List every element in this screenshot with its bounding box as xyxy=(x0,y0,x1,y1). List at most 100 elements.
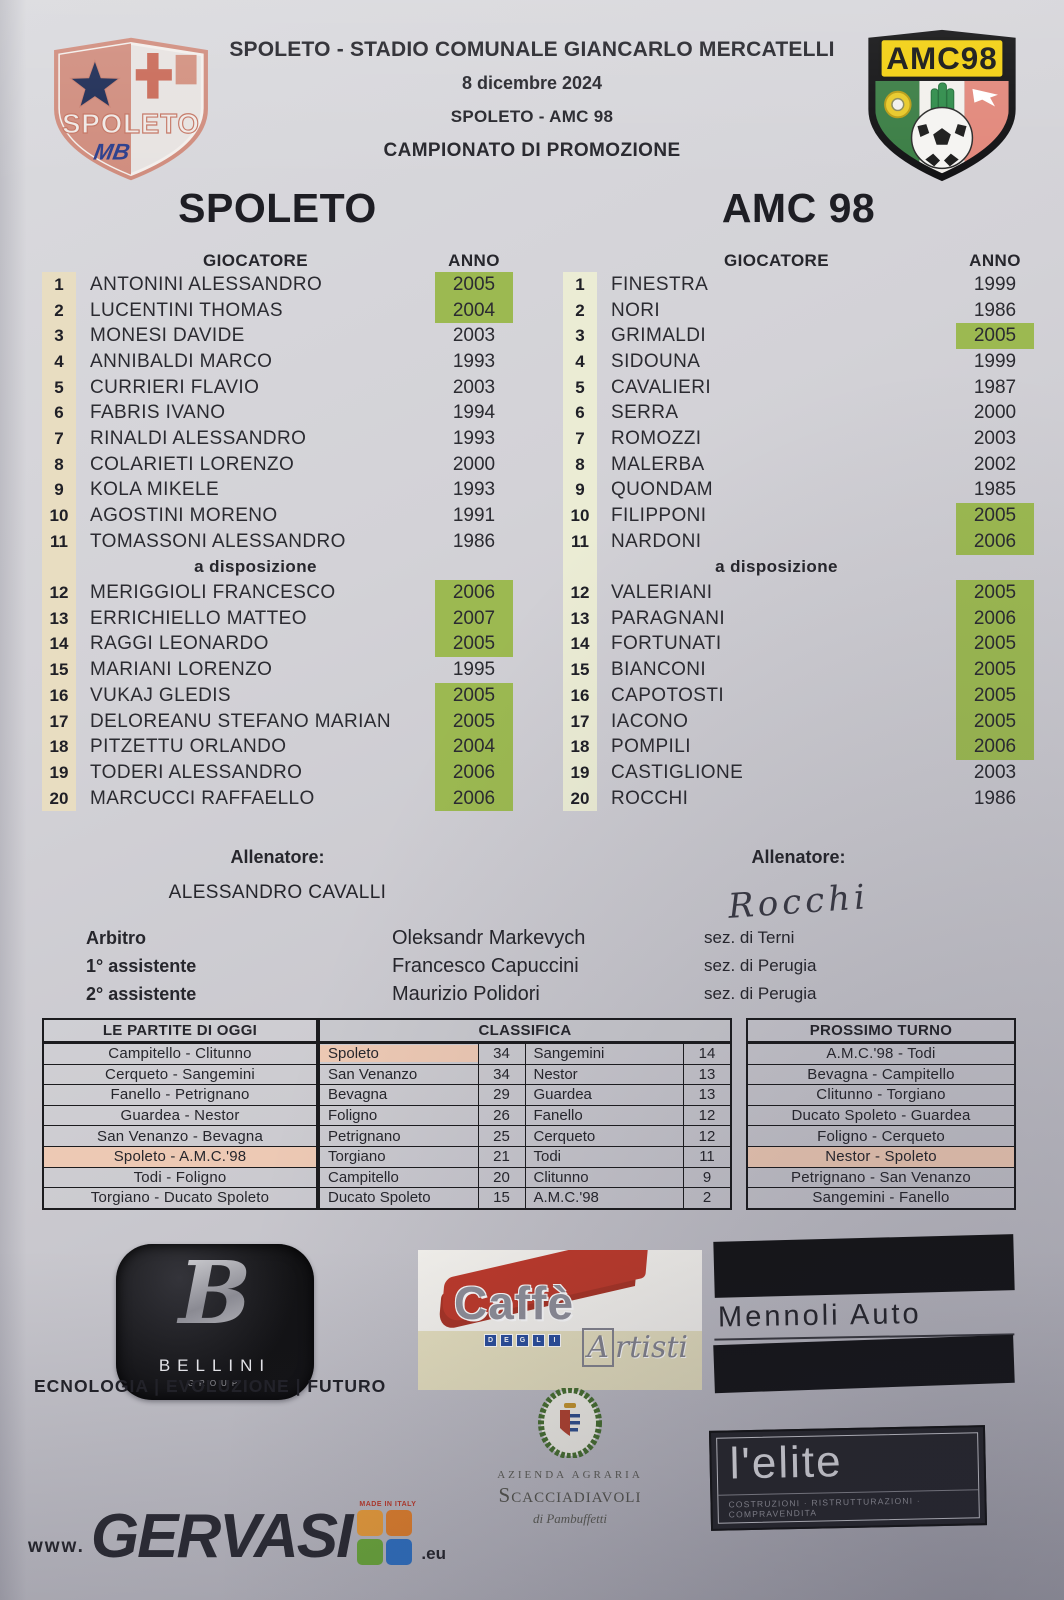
scacciadiavoli-wordmark: Scacciadiavoli xyxy=(498,1483,642,1507)
standings-row: Ducato Spoleto 15 A.M.C.'98 2 xyxy=(320,1187,730,1208)
player-name: VUKAJ GLEDIS xyxy=(90,684,232,706)
caffe-wordmark: Caffè xyxy=(454,1277,575,1329)
player-name: CAPOTOSTI xyxy=(611,684,725,706)
player-number: 20 xyxy=(42,785,76,812)
player-birth-year: 2006 xyxy=(956,605,1034,632)
sponsor-tagline: ECNOLOGIA | EVOLUZIONE | FUTURO xyxy=(34,1376,387,1396)
player-name: RINALDI ALESSANDRO xyxy=(90,427,307,449)
player-row: 10 AGOSTINI MORENO 1991 xyxy=(42,503,513,529)
standings-points: 20 xyxy=(477,1167,525,1188)
standings-team: Torgiano xyxy=(328,1148,386,1166)
fixture-row: Guardea - Nestor xyxy=(44,1104,316,1126)
standings-points: 34 xyxy=(477,1044,525,1064)
caffe-letter-tile: D xyxy=(484,1334,497,1347)
match-date: 8 dicembre 2024 xyxy=(461,73,603,93)
fixture-text: Fanello - Petrignano xyxy=(110,1086,250,1104)
player-row: 1 ANTONINI ALESSANDRO 2005 xyxy=(42,272,513,298)
team-name: AMC 98 xyxy=(721,185,876,231)
player-row: 4 SIDOUNA 1999 xyxy=(563,349,1034,375)
coach-name: ALESSANDRO CAVALLI xyxy=(168,882,387,904)
sponsor-mennoli-logo: Mennoli Auto xyxy=(713,1234,1015,1410)
fixture-row: Spoleto - A.M.C.'98 xyxy=(44,1145,316,1167)
player-name: PITZETTU ORLANDO xyxy=(90,736,287,758)
player-number: 4 xyxy=(42,349,76,375)
player-row: 8 COLARIETI LORENZO 2000 xyxy=(42,451,513,478)
player-name: TOMASSONI ALESSANDRO xyxy=(90,530,346,552)
sponsor-elite-logo: l'elite COSTRUZIONI · RISTRUTTURAZIONI ·… xyxy=(708,1425,988,1531)
player-number: 1 xyxy=(42,272,76,298)
player-name: AGOSTINI MORENO xyxy=(90,505,278,527)
player-birth-year: 2005 xyxy=(956,580,1034,606)
player-number: 3 xyxy=(563,323,597,350)
fixture-row: Foligno - Cerqueto xyxy=(748,1125,1014,1146)
competition-name: CAMPIONATO DI PROMOZIONE xyxy=(383,140,681,161)
caffe-script-rest: rtisti xyxy=(614,1330,688,1365)
scacciadiavoli-crest-icon xyxy=(538,1387,602,1459)
player-row: 18 POMPILI 2006 xyxy=(563,734,1034,761)
player-row: 14 FORTUNATI 2005 xyxy=(563,631,1034,658)
player-number: 3 xyxy=(42,323,76,350)
player-number: 10 xyxy=(563,503,597,529)
player-birth-year: 2005 xyxy=(956,708,1034,735)
fixture-row: Torgiano - Ducato Spoleto xyxy=(44,1187,316,1208)
player-birth-year: 2006 xyxy=(435,760,513,786)
player-birth-year: 2007 xyxy=(435,605,513,632)
player-number: 6 xyxy=(42,400,76,427)
standings-row: Foligno 26 Fanello 12 xyxy=(320,1104,730,1126)
player-name: BIANCONI xyxy=(611,659,707,681)
player-number: 8 xyxy=(42,451,76,478)
official-section: sez. di Perugia xyxy=(704,956,817,975)
player-name: ERRICHIELLO MATTEO xyxy=(90,607,307,629)
player-number: 16 xyxy=(42,683,76,709)
standings-points: 13 xyxy=(683,1064,730,1085)
spoleto-star-icon xyxy=(69,59,121,109)
player-birth-year: 1986 xyxy=(973,299,1017,321)
player-row: 5 CURRIERI FLAVIO 2003 xyxy=(42,374,513,401)
player-birth-year: 1985 xyxy=(973,479,1017,501)
player-birth-year: 2004 xyxy=(435,734,513,761)
fixture-text: Guardea - Nestor xyxy=(120,1107,240,1125)
fixture-text: Sangemini - Fanello xyxy=(812,1189,950,1207)
fixture-text: Petrignano - San Venanzo xyxy=(791,1168,971,1186)
fixture-row: Bevagna - Campitello xyxy=(748,1063,1014,1085)
official-name: Oleksandr Markevych xyxy=(392,926,586,949)
player-row: 19 CASTIGLIONE 2003 xyxy=(563,760,1034,786)
roster-columns-header: GIOCATORE ANNO xyxy=(42,249,513,272)
bench-divider-row: a disposizione xyxy=(42,554,513,581)
sponsor-scacciadiavoli-logo: AZIENDA AGRARIA Scacciadiavoli di Pambuf… xyxy=(455,1387,685,1527)
player-row: 15 BIANCONI 2005 xyxy=(563,657,1034,683)
standings-points: 13 xyxy=(683,1085,730,1105)
fixture-text: Ducato Spoleto - Guardea xyxy=(791,1107,971,1125)
official-section: sez. di Perugia xyxy=(704,984,817,1003)
player-row: 2 NORI 1986 xyxy=(563,297,1034,324)
player-row: 7 ROMOZZI 2003 xyxy=(563,426,1034,452)
standings-team: Clitunno xyxy=(524,1167,684,1188)
player-name: ANNIBALDI MARCO xyxy=(90,350,273,372)
fixture-text: Spoleto - A.M.C.'98 xyxy=(113,1148,247,1166)
standings-team: Nestor xyxy=(524,1064,684,1085)
player-number: 12 xyxy=(563,580,597,606)
number-strip-cell xyxy=(42,554,76,581)
standings-points: 25 xyxy=(477,1126,525,1146)
fixture-row: Clitunno - Torgiano xyxy=(748,1084,1014,1105)
official-row: 1° assistente Francesco Capuccini sez. d… xyxy=(42,952,1034,980)
player-row: 13 ERRICHIELLO MATTEO 2007 xyxy=(42,605,513,632)
player-row: 16 VUKAJ GLEDIS 2005 xyxy=(42,683,513,709)
next-round-rows: A.M.C.'98 - Todi Bevagna - Campitello Cl… xyxy=(748,1043,1014,1208)
official-role: 1° assistente xyxy=(86,955,197,976)
fixture-row: Petrignano - San Venanzo xyxy=(748,1166,1014,1188)
player-birth-year: 2005 xyxy=(956,323,1034,350)
player-name: MERIGGIOLI FRANCESCO xyxy=(90,582,336,604)
gervasi-wordmark: GERVASI xyxy=(90,1502,353,1571)
player-row: 9 QUONDAM 1985 xyxy=(563,477,1034,504)
player-row: 3 MONESI DAVIDE 2003 xyxy=(42,323,513,350)
player-number: 9 xyxy=(563,477,597,504)
fixture-row: Nestor - Spoleto xyxy=(748,1145,1014,1167)
player-number: 2 xyxy=(563,297,597,324)
team-name: SPOLETO xyxy=(178,185,377,231)
player-birth-year: 2003 xyxy=(973,761,1017,783)
standings-rows: Spoleto 34 Sangemini 14 San Venanzo 34 N… xyxy=(320,1043,730,1208)
fixture-text: Clitunno - Torgiano xyxy=(816,1086,946,1104)
standings-team: Guardea xyxy=(524,1085,684,1105)
bench-list: 12 VALERIANI 2005 13 PARAGNANI 2006 14 F… xyxy=(563,580,1034,812)
